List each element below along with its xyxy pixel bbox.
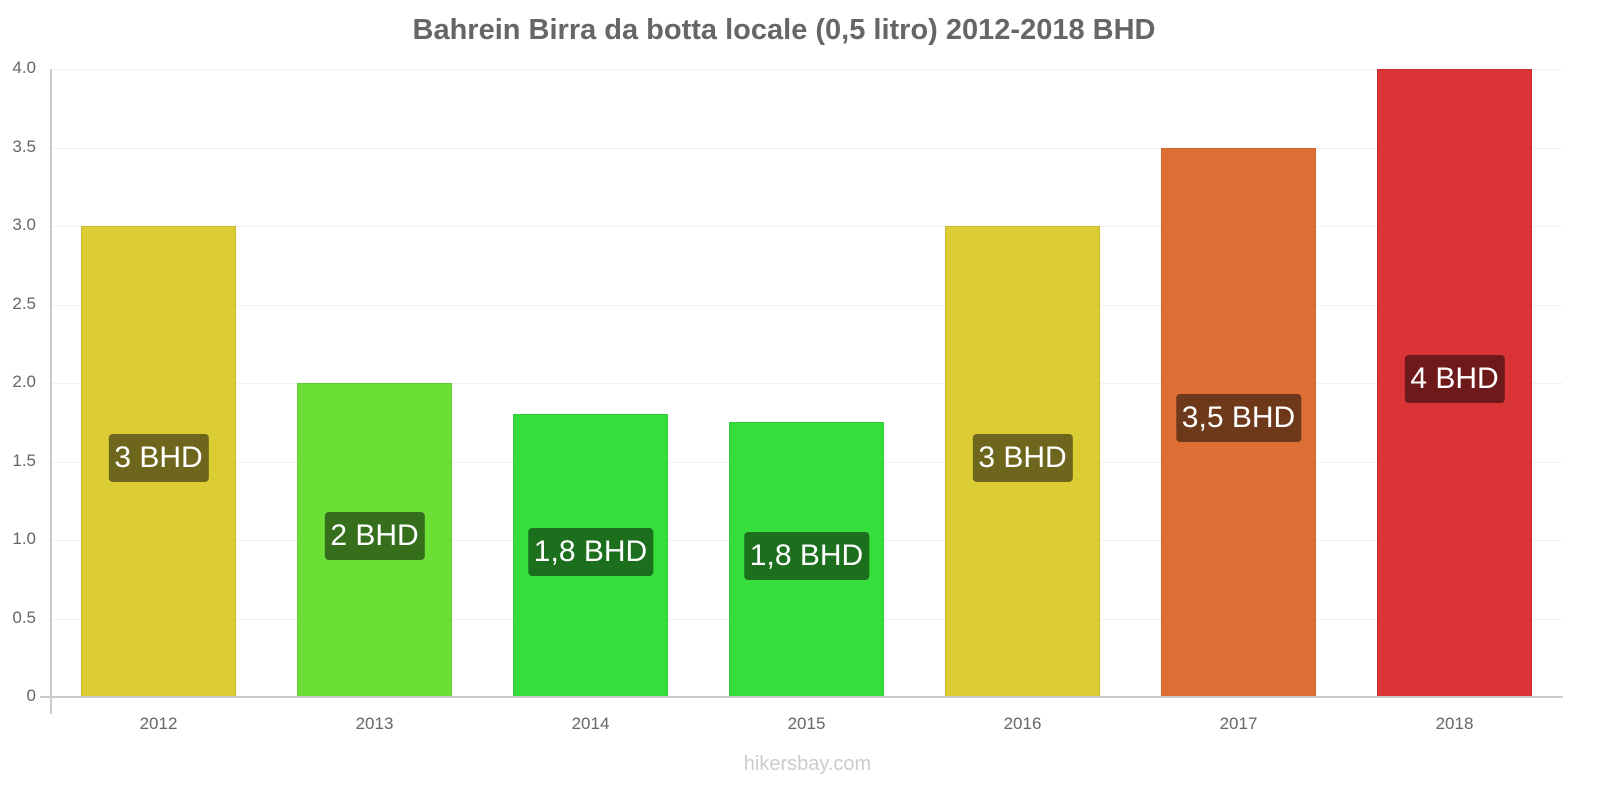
y-tick-label: 3.5: [12, 136, 36, 156]
y-tick-label: 1.0: [12, 529, 36, 548]
data-label: 1,8 BHD: [743, 531, 870, 580]
data-label: 2 BHD: [324, 512, 425, 560]
chart-title: Bahrein Birra da botta locale (0,5 litro…: [412, 14, 1156, 46]
data-label: 3 BHD: [108, 433, 209, 482]
x-tick-label: 2012: [139, 714, 178, 733]
plot-area: 3 BHD 2 BHD 1,8 BHD 1,8 BHD 3 BHD 3,5 BHD 4 BH…: [51, 69, 1563, 698]
y-tick-label: 2.5: [12, 293, 36, 313]
watermark: hikersbay.com: [743, 753, 872, 775]
x-tick-label: 2014: [571, 714, 610, 733]
gridline: [51, 69, 1563, 70]
data-label: 3 BHD: [972, 433, 1073, 482]
y-tick-label: 3.0: [12, 215, 36, 234]
gridline: [51, 304, 1563, 306]
x-tick-label: 2016: [1003, 714, 1042, 733]
x-tick-label: 2013: [355, 714, 394, 733]
x-tick-label: 2017: [1219, 714, 1258, 733]
y-tick-label: 4.0: [12, 58, 36, 77]
y-tick-label: 2.0: [12, 372, 36, 391]
y-tick-label: 0: [26, 686, 36, 705]
data-label: 1,8 BHD: [527, 527, 654, 576]
gridline: [51, 226, 1563, 227]
data-label: 4 BHD: [1404, 355, 1505, 403]
x-axis-line: [40, 696, 1563, 698]
y-axis-line: [50, 69, 52, 714]
gridline: [51, 147, 1563, 149]
x-tick-label: 2018: [1435, 714, 1474, 733]
data-label: 3,5 BHD: [1175, 394, 1302, 443]
y-tick-label: 0.5: [12, 607, 36, 627]
x-tick-label: 2015: [787, 714, 826, 733]
gridline: [51, 383, 1563, 384]
y-tick-label: 1.5: [12, 450, 36, 470]
